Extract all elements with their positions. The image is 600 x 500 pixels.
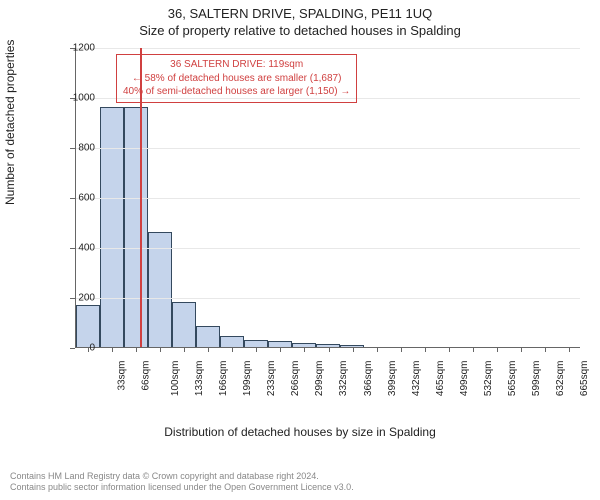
title-subtitle: Size of property relative to detached ho… — [0, 21, 600, 38]
x-tick — [353, 347, 354, 352]
annotation-line: 40% of semi-detached houses are larger (… — [123, 85, 350, 99]
grid-line — [76, 148, 580, 149]
x-tick — [304, 347, 305, 352]
y-tick-label: 1000 — [55, 93, 95, 104]
x-tick-label: 332sqm — [339, 361, 350, 397]
chart-area: 02004006008001000120033sqm66sqm100sqm133… — [50, 48, 580, 378]
x-tick — [449, 347, 450, 352]
x-tick — [208, 347, 209, 352]
x-tick-label: 199sqm — [242, 361, 253, 397]
bar — [172, 302, 196, 347]
x-tick — [401, 347, 402, 352]
x-tick — [232, 347, 233, 352]
x-axis-title: Distribution of detached houses by size … — [0, 425, 600, 439]
annotation-line: 36 SALTERN DRIVE: 119sqm — [123, 58, 350, 72]
x-tick-label: 399sqm — [387, 361, 398, 397]
x-tick — [184, 347, 185, 352]
x-tick-label: 432sqm — [411, 361, 422, 397]
title-address: 36, SALTERN DRIVE, SPALDING, PE11 1UQ — [0, 0, 600, 21]
x-tick — [136, 347, 137, 352]
footer-line2: Contains public sector information licen… — [10, 482, 354, 494]
x-tick — [88, 347, 89, 352]
annotation-box: 36 SALTERN DRIVE: 119sqm← 58% of detache… — [116, 54, 357, 103]
y-tick-label: 800 — [55, 143, 95, 154]
x-tick-label: 599sqm — [531, 361, 542, 397]
x-tick — [521, 347, 522, 352]
x-tick-label: 299sqm — [314, 361, 325, 397]
x-tick-label: 166sqm — [218, 361, 229, 397]
x-tick-label: 66sqm — [141, 361, 152, 391]
y-tick-label: 600 — [55, 193, 95, 204]
x-tick — [425, 347, 426, 352]
chart-container: 36, SALTERN DRIVE, SPALDING, PE11 1UQ Si… — [0, 0, 600, 500]
footer-attribution: Contains HM Land Registry data © Crown c… — [10, 471, 354, 494]
x-tick-label: 632sqm — [555, 361, 566, 397]
x-tick — [160, 347, 161, 352]
x-tick-label: 266sqm — [290, 361, 301, 397]
grid-line — [76, 48, 580, 49]
x-tick-label: 233sqm — [266, 361, 277, 397]
x-tick-label: 33sqm — [117, 361, 128, 391]
x-tick — [497, 347, 498, 352]
bar — [76, 305, 100, 348]
x-tick-label: 133sqm — [194, 361, 205, 397]
x-tick — [112, 347, 113, 352]
x-tick-label: 366sqm — [363, 361, 374, 397]
y-axis-title: Number of detached properties — [3, 40, 17, 205]
y-tick-label: 400 — [55, 243, 95, 254]
bar — [220, 336, 244, 347]
bar — [244, 340, 268, 347]
bar — [124, 107, 148, 347]
x-tick-label: 499sqm — [459, 361, 470, 397]
x-tick — [473, 347, 474, 352]
bar — [100, 107, 124, 347]
x-tick — [329, 347, 330, 352]
x-tick — [280, 347, 281, 352]
plot-area: 02004006008001000120033sqm66sqm100sqm133… — [75, 48, 580, 348]
x-tick-label: 532sqm — [483, 361, 494, 397]
x-tick-label: 100sqm — [170, 361, 181, 397]
x-tick-label: 665sqm — [579, 361, 590, 397]
x-tick — [545, 347, 546, 352]
grid-line — [76, 198, 580, 199]
bar — [148, 232, 172, 347]
annotation-line: ← 58% of detached houses are smaller (1,… — [123, 72, 350, 86]
grid-line — [76, 298, 580, 299]
x-tick-label: 565sqm — [507, 361, 518, 397]
x-tick-label: 465sqm — [435, 361, 446, 397]
bar — [196, 326, 220, 347]
y-tick-label: 1200 — [55, 43, 95, 54]
x-tick — [569, 347, 570, 352]
footer-line1: Contains HM Land Registry data © Crown c… — [10, 471, 354, 483]
x-tick — [256, 347, 257, 352]
x-tick — [377, 347, 378, 352]
grid-line — [76, 248, 580, 249]
y-tick-label: 200 — [55, 293, 95, 304]
